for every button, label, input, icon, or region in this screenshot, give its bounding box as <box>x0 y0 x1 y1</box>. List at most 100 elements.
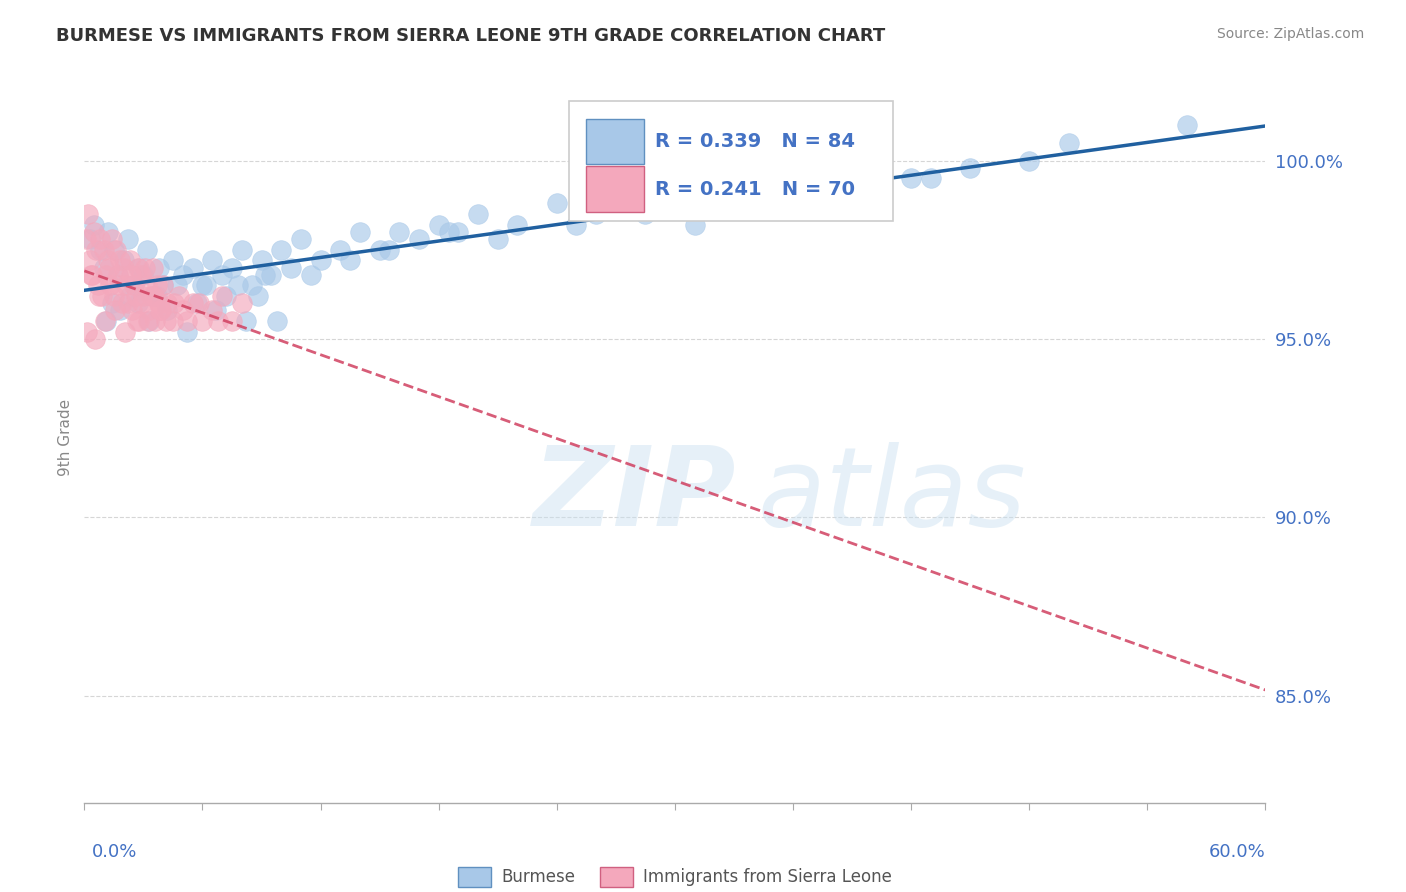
Point <box>762 189 785 203</box>
Point <box>107 268 129 282</box>
Point <box>103 289 125 303</box>
Text: R = 0.241   N = 70: R = 0.241 N = 70 <box>655 180 855 199</box>
Point <box>378 243 401 257</box>
Point <box>134 260 156 275</box>
Text: R = 0.339   N = 84: R = 0.339 N = 84 <box>655 132 855 151</box>
Point <box>84 243 107 257</box>
Point <box>181 260 204 275</box>
Point <box>118 253 141 268</box>
Point <box>703 182 725 196</box>
Point <box>138 314 160 328</box>
Point <box>270 243 292 257</box>
FancyBboxPatch shape <box>586 119 644 164</box>
Point <box>176 314 198 328</box>
Text: BURMESE VS IMMIGRANTS FROM SIERRA LEONE 9TH GRADE CORRELATION CHART: BURMESE VS IMMIGRANTS FROM SIERRA LEONE … <box>56 27 886 45</box>
Point <box>181 296 204 310</box>
Point <box>166 278 188 293</box>
Point <box>143 289 166 303</box>
Point <box>506 218 529 232</box>
Point <box>191 314 214 328</box>
Point <box>437 225 460 239</box>
Text: ZIP: ZIP <box>533 442 737 549</box>
Point <box>176 325 198 339</box>
Point <box>97 253 120 268</box>
Point <box>162 314 184 328</box>
Point <box>125 314 148 328</box>
Point <box>201 303 224 318</box>
Point <box>546 196 568 211</box>
Point <box>111 296 134 310</box>
Point <box>124 289 146 303</box>
Point <box>155 314 177 328</box>
Point <box>121 303 143 318</box>
Point <box>148 260 170 275</box>
Point <box>146 289 169 303</box>
Point <box>634 207 657 221</box>
Point <box>138 314 160 328</box>
FancyBboxPatch shape <box>586 167 644 211</box>
Point <box>83 218 105 232</box>
Point <box>114 278 136 293</box>
Point <box>79 232 101 246</box>
Point <box>108 253 131 268</box>
Point <box>127 260 149 275</box>
Point <box>959 161 981 175</box>
Point <box>149 303 172 318</box>
Point <box>664 196 686 211</box>
Point <box>162 253 184 268</box>
Point <box>290 232 312 246</box>
Point <box>132 268 155 282</box>
Point <box>368 243 391 257</box>
Point <box>114 325 136 339</box>
Point <box>221 314 243 328</box>
Y-axis label: 9th Grade: 9th Grade <box>58 399 73 475</box>
Point <box>128 260 150 275</box>
Point <box>231 296 253 310</box>
Point <box>77 207 100 221</box>
Point <box>112 253 135 268</box>
Point <box>388 225 411 239</box>
Point <box>93 243 115 257</box>
Point <box>486 232 509 246</box>
Point <box>254 268 277 282</box>
Point <box>148 296 170 310</box>
Point <box>122 278 145 293</box>
Text: 60.0%: 60.0% <box>1209 843 1265 861</box>
Point <box>172 303 194 318</box>
Point <box>801 189 824 203</box>
Point <box>467 207 489 221</box>
Point <box>156 303 179 318</box>
Point <box>250 253 273 268</box>
Point <box>84 332 107 346</box>
Point <box>127 296 149 310</box>
Point <box>299 268 322 282</box>
Point <box>87 289 110 303</box>
Point <box>91 289 114 303</box>
Legend: Burmese, Immigrants from Sierra Leone: Burmese, Immigrants from Sierra Leone <box>451 861 898 892</box>
Point <box>195 278 218 293</box>
Point <box>427 218 450 232</box>
Point <box>142 289 165 303</box>
Point <box>87 278 110 293</box>
Point <box>146 278 169 293</box>
Point <box>235 314 257 328</box>
Point <box>89 243 111 257</box>
Point <box>82 268 104 282</box>
Point <box>138 303 160 318</box>
Point <box>339 253 361 268</box>
Point <box>104 243 127 257</box>
Point <box>94 268 117 282</box>
Point <box>211 268 233 282</box>
Point <box>79 253 101 268</box>
Point <box>231 243 253 257</box>
Point <box>136 243 159 257</box>
Point <box>112 260 135 275</box>
Point <box>349 225 371 239</box>
Point <box>683 218 706 232</box>
Point <box>187 296 209 310</box>
Point <box>167 289 190 303</box>
Point <box>132 289 155 303</box>
Point <box>1057 136 1080 150</box>
Point <box>117 232 139 246</box>
Text: atlas: atlas <box>758 442 1026 549</box>
